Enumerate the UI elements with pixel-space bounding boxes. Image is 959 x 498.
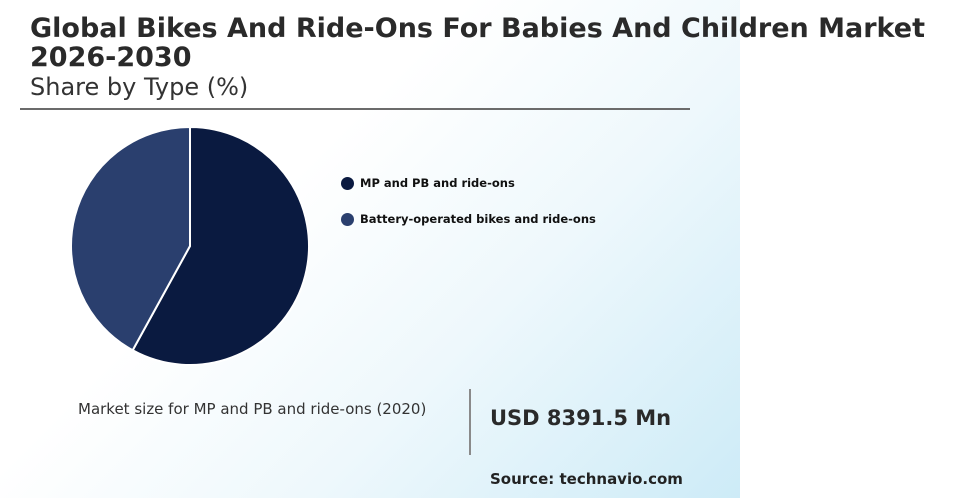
legend-label: MP and PB and ride-ons bbox=[360, 176, 515, 190]
title-divider bbox=[20, 108, 690, 110]
chart-title: Global Bikes And Ride-Ons For Babies And… bbox=[30, 14, 959, 72]
pie-chart bbox=[70, 125, 310, 366]
legend-label: Battery-operated bikes and ride-ons bbox=[360, 212, 596, 226]
pie-slice-1 bbox=[131, 125, 310, 366]
source-note: Source: technavio.com bbox=[490, 470, 683, 488]
market-divider bbox=[469, 389, 471, 455]
market-size-label: Market size for MP and PB and ride-ons (… bbox=[78, 400, 427, 418]
chart-title-line1: Global Bikes And Ride-Ons For Babies And… bbox=[30, 13, 925, 44]
legend-item: Battery-operated bikes and ride-ons bbox=[341, 211, 596, 227]
legend-swatch-icon bbox=[341, 176, 354, 190]
chart-subtitle: Share by Type (%) bbox=[30, 73, 249, 101]
legend-swatch-icon bbox=[341, 212, 354, 226]
chart-title-line2: 2026-2030 bbox=[30, 42, 192, 73]
market-size-value: USD 8391.5 Mn bbox=[490, 406, 672, 430]
legend: MP and PB and ride-ons Battery-operated … bbox=[341, 175, 596, 247]
legend-item: MP and PB and ride-ons bbox=[341, 175, 596, 191]
pie-slice-2 bbox=[70, 125, 191, 352]
